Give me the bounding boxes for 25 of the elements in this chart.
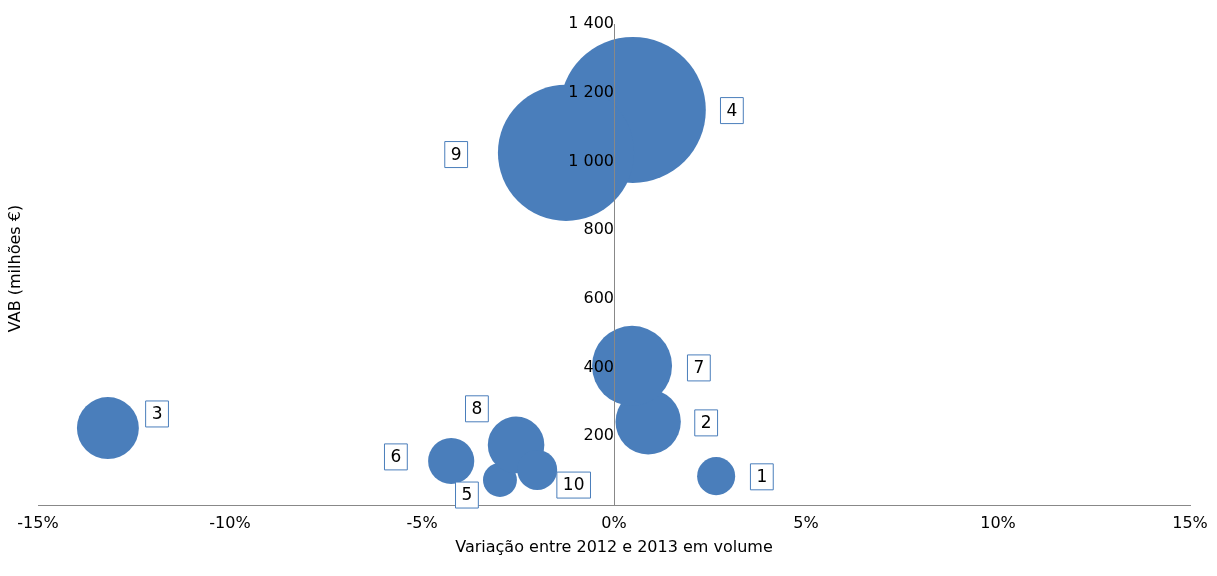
y-tick-label: 600 bbox=[583, 288, 614, 308]
annotation: 5 bbox=[461, 484, 473, 505]
x-tick-label: -5% bbox=[406, 512, 438, 532]
x-axis-title: Variação entre 2012 e 2013 em volume bbox=[455, 536, 773, 556]
annotation: 8 bbox=[471, 398, 483, 419]
x-tick-label: 5% bbox=[793, 512, 819, 532]
annotation: 7 bbox=[693, 357, 705, 378]
annotation: 3 bbox=[151, 403, 163, 424]
annotation: 6 bbox=[390, 446, 402, 467]
y-tick-label: 800 bbox=[583, 219, 614, 239]
y-axis-title: VAB (milhões €) bbox=[5, 204, 25, 332]
annotation: 10 bbox=[562, 474, 585, 495]
x-tick-label: 10% bbox=[980, 512, 1016, 532]
y-tick-label: 1 200 bbox=[568, 81, 614, 101]
y-tick-label: 1 400 bbox=[568, 13, 614, 33]
annotation: 4 bbox=[726, 100, 738, 120]
annotation: 2 bbox=[700, 412, 712, 433]
x-tick-label: 0% bbox=[601, 512, 627, 532]
x-tick-label: -10% bbox=[209, 512, 251, 532]
annotation: 1 bbox=[756, 466, 768, 487]
annotation: 9 bbox=[450, 143, 462, 164]
x-tick-label: -15% bbox=[17, 512, 59, 532]
y-tick-label: 200 bbox=[583, 425, 614, 445]
y-tick-label: 1 000 bbox=[568, 150, 614, 170]
x-tick-label: 15% bbox=[1172, 512, 1208, 532]
